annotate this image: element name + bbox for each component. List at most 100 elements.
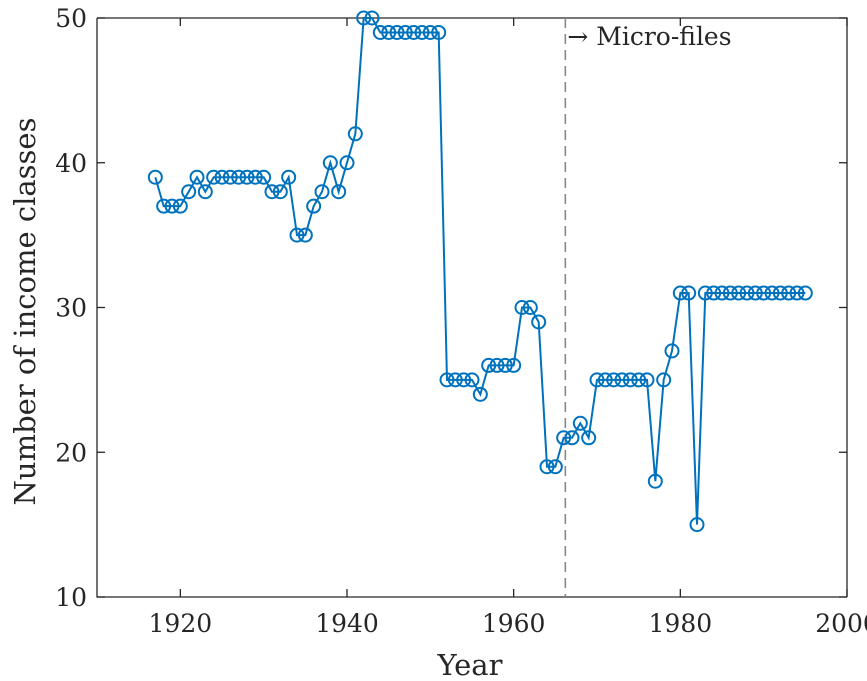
data-point [731, 285, 747, 301]
data-point [597, 372, 613, 388]
data-point [272, 184, 288, 200]
data-point [706, 285, 722, 301]
data-point [739, 285, 755, 301]
data-point [522, 300, 538, 315]
data-point [264, 184, 280, 200]
data-point [789, 285, 805, 301]
data-point [206, 169, 222, 185]
data-point [422, 24, 438, 40]
data-point [439, 372, 455, 388]
data-point [306, 198, 322, 214]
data-point [722, 285, 738, 301]
data-point [189, 169, 205, 185]
data-point [481, 357, 497, 373]
data-point [356, 10, 372, 26]
data-point [606, 372, 622, 388]
y-tick-label: 50 [55, 4, 87, 33]
axis-spine-left-bottom [96, 18, 847, 598]
x-tick-label: 1960 [482, 609, 546, 638]
data-point [506, 357, 522, 373]
data-point [181, 184, 197, 200]
data-point [214, 169, 230, 185]
data-point [222, 169, 238, 185]
data-point [381, 24, 397, 40]
x-tick-label: 1920 [149, 609, 213, 638]
data-point [239, 169, 255, 185]
series-line [154, 17, 806, 525]
data-point [772, 285, 788, 301]
data-point [256, 169, 272, 185]
data-point [406, 24, 422, 40]
data-point [489, 357, 505, 373]
x-tick-label: 1980 [649, 609, 713, 638]
data-point [447, 372, 463, 388]
x-axis-label: Year [437, 648, 503, 681]
annotations: → Micro-files [564, 18, 732, 597]
data-point [456, 372, 472, 388]
data-point [581, 430, 597, 446]
data-point [281, 169, 297, 185]
data-point [781, 285, 797, 301]
data-point [197, 184, 213, 200]
data-point [681, 285, 697, 301]
y-tick-label: 30 [55, 294, 87, 323]
axis-labels: Year Number of income classes [8, 118, 503, 681]
x-tick-label: 2000 [815, 609, 867, 638]
data-point [172, 198, 188, 214]
axes: 1920 1940 1960 1980 2000 10 20 30 40 50 [55, 4, 867, 638]
data-point [747, 285, 763, 301]
data-point [539, 459, 555, 475]
data-point [631, 372, 647, 388]
data-point [464, 372, 480, 388]
data-point [164, 198, 180, 214]
data-point [622, 372, 638, 388]
data-point [147, 169, 163, 185]
data-point [697, 285, 713, 301]
data-point [672, 285, 688, 301]
data-point [289, 227, 305, 243]
data-point [231, 169, 247, 185]
data-point [472, 386, 488, 402]
data-point [564, 430, 580, 446]
data-point [322, 155, 338, 171]
micro-files-annotation: → Micro-files [567, 22, 731, 51]
data-point [514, 300, 530, 315]
data-point [372, 24, 388, 40]
data-point [156, 198, 172, 214]
data-point [764, 285, 780, 301]
y-tick-label: 20 [55, 438, 87, 467]
y-tick-label: 10 [55, 583, 87, 612]
data-point [572, 415, 588, 431]
data-point [314, 184, 330, 200]
data-point [547, 459, 563, 475]
axis-spine-top-right [97, 17, 848, 597]
data-point [414, 24, 430, 40]
data-point [397, 24, 413, 40]
data-point [614, 372, 630, 388]
data-point [797, 285, 813, 301]
data-point [639, 372, 655, 388]
x-tick-label: 1940 [315, 609, 379, 638]
data-point [347, 126, 363, 142]
data-point [689, 517, 705, 533]
data-point [647, 473, 663, 489]
data-point [497, 357, 513, 373]
data-point [589, 372, 605, 388]
data-point [364, 10, 380, 26]
data-point [431, 24, 447, 40]
data-point [339, 155, 355, 171]
y-axis-label: Number of income classes [8, 118, 42, 506]
data-point [656, 372, 672, 388]
data-point [714, 285, 730, 301]
data-point [297, 227, 313, 243]
data-point [389, 24, 405, 40]
data-point [331, 184, 347, 200]
plot-area [147, 10, 813, 533]
data-point [556, 430, 572, 446]
data-point [756, 285, 772, 301]
y-tick-label: 40 [55, 149, 87, 178]
data-point [531, 314, 547, 330]
data-point [664, 343, 680, 359]
data-point [247, 169, 263, 185]
